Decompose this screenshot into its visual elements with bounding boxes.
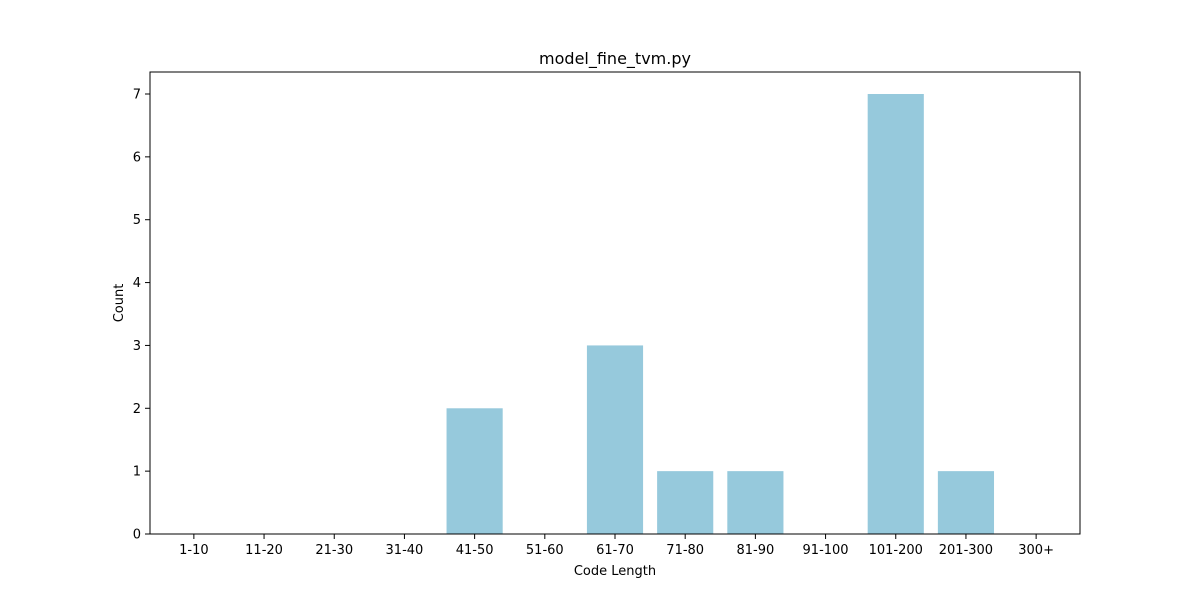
chart-title: model_fine_tvm.py xyxy=(539,49,691,69)
x-tick-label: 61-70 xyxy=(596,543,634,558)
bars xyxy=(446,94,995,534)
bar-71-80 xyxy=(657,471,714,534)
x-tick-label: 11-20 xyxy=(245,543,283,558)
x-tick-label: 101-200 xyxy=(869,543,923,558)
x-tick-label: 91-100 xyxy=(803,543,849,558)
y-tick-label: 4 xyxy=(133,276,141,291)
y-tick-label: 6 xyxy=(133,150,141,165)
x-tick-label: 201-300 xyxy=(939,543,993,558)
x-tick-label: 300+ xyxy=(1018,543,1054,558)
y-tick-label: 2 xyxy=(133,402,141,417)
x-axis-ticks: 1-10 11-20 21-30 31-40 41-50 51-60 61-70 71-80 8… xyxy=(179,534,1054,558)
y-tick-label: 5 xyxy=(133,213,141,228)
bar-101-200 xyxy=(867,94,924,534)
bar-61-70 xyxy=(586,345,644,534)
y-axis-label: Count xyxy=(112,284,127,323)
x-tick-label: 51-60 xyxy=(526,543,564,558)
bar-81-90 xyxy=(727,471,784,534)
x-tick-label: 41-50 xyxy=(456,543,494,558)
y-tick-label: 7 xyxy=(133,88,141,103)
x-axis-label: Code Length xyxy=(574,564,656,579)
x-tick-label: 81-90 xyxy=(736,543,774,558)
y-tick-label: 3 xyxy=(133,339,141,354)
x-tick-label: 1-10 xyxy=(179,543,209,558)
x-tick-label: 31-40 xyxy=(386,543,424,558)
bar-41-50 xyxy=(446,408,503,534)
x-tick-label: 71-80 xyxy=(666,543,704,558)
x-tick-label: 21-30 xyxy=(315,543,353,558)
bar-201-300 xyxy=(937,471,995,534)
y-tick-label: 0 xyxy=(133,528,141,543)
y-axis-ticks: 0 1 2 3 4 5 6 7 xyxy=(133,88,150,543)
y-tick-label: 1 xyxy=(133,465,141,480)
